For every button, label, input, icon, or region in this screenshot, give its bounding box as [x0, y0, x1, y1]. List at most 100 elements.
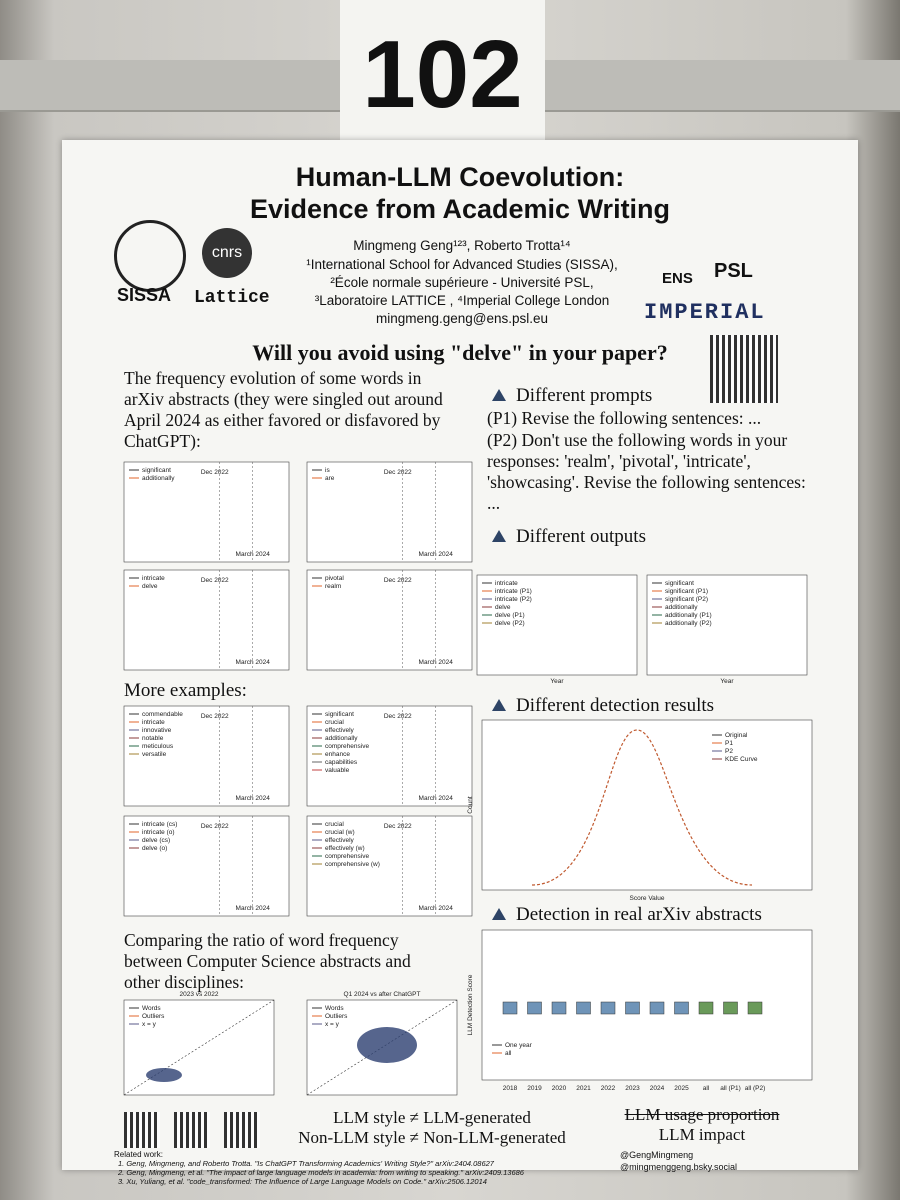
legend-label: additionally (P2): [665, 620, 712, 627]
legend-label: enhance: [325, 751, 350, 758]
box: [527, 1001, 542, 1015]
legend-label: comprehensive: [325, 743, 369, 750]
x-tick-label: all (P2): [745, 1085, 766, 1092]
title: Human-LLM Coevolution:: [295, 162, 625, 192]
legend-label: delve: [495, 604, 511, 611]
social: @mingmenggeng.bsky.social: [620, 1162, 738, 1172]
section-heading: More examples:: [124, 680, 247, 701]
legend-label: crucial (w): [325, 829, 355, 836]
reference: 2. Geng, Mingmeng, et al. "The impact of…: [118, 1168, 524, 1177]
x-tick-label: 2021: [576, 1085, 591, 1092]
qr-code: [174, 1112, 210, 1148]
panel-frame: [306, 705, 473, 807]
legend-label: significant: [325, 711, 354, 718]
panel-frame: [306, 569, 473, 671]
section-heading: Different detection results: [492, 695, 714, 717]
section-heading: Detection in real arXiv abstracts: [492, 904, 762, 926]
point-cloud: [146, 1068, 182, 1082]
legend-label: additionally: [142, 475, 175, 482]
legend-label: Outliers: [325, 1013, 348, 1020]
conclusion: LLM impact: [658, 1125, 746, 1144]
panel-frame: [123, 705, 290, 807]
authors: Mingmeng Geng¹²³, Roberto Trotta¹⁴: [353, 238, 571, 253]
legend-label: Words: [325, 1005, 344, 1012]
reference: 1. Geng, Mingmeng, and Roberto Trotta. "…: [118, 1159, 494, 1168]
legend-label: delve (P1): [495, 612, 525, 619]
panel-frame: [123, 815, 290, 917]
title: Evidence from Academic Writing: [249, 194, 671, 224]
affiliation: ³Laboratoire LATTICE , ⁴Imperial College…: [314, 293, 610, 308]
legend-label: effectively (w): [325, 845, 365, 852]
legend-label: pivotal: [325, 575, 344, 582]
legend-label: versatile: [142, 751, 167, 758]
intro: The frequency evolution of some words in…: [124, 368, 443, 451]
conclusion: Non-LLM style ≠ Non-LLM-generated: [298, 1128, 566, 1147]
annotation: Dec 2022: [384, 823, 412, 830]
box: [747, 1001, 763, 1015]
panel-frame: [646, 574, 808, 676]
legend-label: crucial: [325, 719, 344, 726]
box: [576, 1001, 591, 1015]
annotation: March 2024: [236, 905, 271, 912]
legend-label: significant: [665, 580, 694, 587]
legend-label: effectively: [325, 727, 355, 734]
box: [698, 1001, 714, 1015]
poster-number: 102: [340, 0, 545, 142]
affiliation: ²École normale supérieure - Université P…: [330, 275, 594, 290]
panel-frame: [123, 461, 290, 563]
box: [649, 1001, 665, 1015]
legend-label: intricate: [142, 719, 165, 726]
legend-label: intricate: [142, 575, 165, 582]
legend-label: are: [325, 475, 335, 482]
legend-label: effectively: [325, 837, 355, 844]
annotation: March 2024: [419, 905, 454, 912]
annotation: Dec 2022: [384, 577, 412, 584]
legend-label: intricate (P1): [495, 588, 532, 595]
annotation: March 2024: [419, 659, 454, 666]
legend-label: additionally: [665, 604, 698, 611]
logo: SISSA: [117, 285, 172, 305]
x-tick-label: 2018: [503, 1085, 518, 1092]
annotation: Dec 2022: [201, 713, 229, 720]
annotation: March 2024: [236, 551, 271, 558]
diagonal: [123, 999, 275, 1096]
legend-label: crucial: [325, 821, 344, 828]
panel-frame: [306, 461, 473, 563]
annotation: Dec 2022: [384, 469, 412, 476]
prompt: (P1) Revise the following sentences: ...: [487, 408, 762, 428]
panel-frame: [306, 815, 473, 917]
annotation: March 2024: [236, 795, 271, 802]
legend-label: Outliers: [142, 1013, 165, 1020]
legend-label: delve (cs): [142, 837, 170, 844]
legend-label: delve: [142, 583, 158, 590]
affiliation: ¹International School for Advanced Studi…: [306, 257, 618, 272]
annotation: March 2024: [419, 795, 454, 802]
panel-frame: [123, 569, 290, 671]
x-tick-label: 2025: [674, 1085, 689, 1092]
legend-label: significant: [142, 467, 171, 474]
logo: Lattice: [194, 288, 270, 308]
x-tick-label: 2023: [625, 1085, 640, 1092]
prompt: (P2) Don't use the following words in yo…: [487, 430, 806, 513]
annotation: Dec 2022: [384, 713, 412, 720]
legend-label: capabilities: [325, 759, 358, 766]
panel-frame: [476, 574, 638, 676]
legend-label: additionally: [325, 735, 358, 742]
legend-label: commendable: [142, 711, 183, 718]
legend-label: is: [325, 467, 330, 474]
qr-code: [124, 1112, 160, 1148]
legend-label: innovative: [142, 727, 172, 734]
legend-label: Words: [142, 1005, 161, 1012]
legend-label: valuable: [325, 767, 350, 774]
legend-label: comprehensive (w): [325, 861, 380, 868]
point-cloud: [357, 1027, 417, 1063]
legend-label: additionally (P1): [665, 612, 712, 619]
legend-label: intricate (o): [142, 829, 175, 836]
x-tick-label: 2020: [552, 1085, 567, 1092]
conclusion: LLM usage proportion: [624, 1105, 780, 1124]
box: [600, 1001, 616, 1015]
heading-text: Different prompts: [516, 385, 653, 406]
axis-label: Count: [467, 796, 474, 814]
